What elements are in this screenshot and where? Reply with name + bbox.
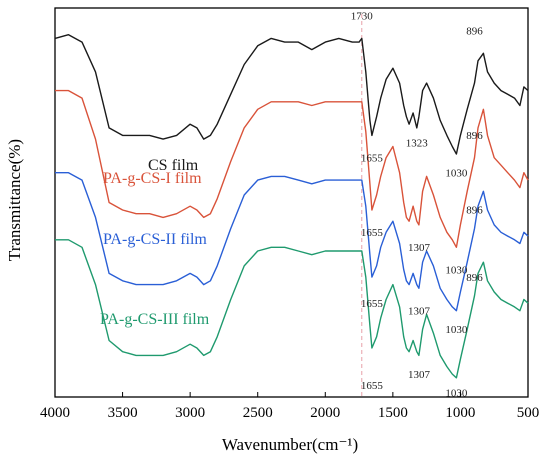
x-tick-layer: 4000 3500 3000 2500 2000 1500 1000 500 <box>40 392 539 421</box>
peak-label: 1307 <box>408 305 431 317</box>
peak-label: 1655 <box>361 227 384 239</box>
series-layer <box>54 34 529 379</box>
peak-label: 896 <box>466 130 483 142</box>
series-label-3: PA-g-CS-II film <box>103 231 207 248</box>
x-tick-label: 2000 <box>310 405 340 421</box>
annotation-layer: 1730165513231030896896130716551030896130… <box>351 11 483 400</box>
series-line-1 <box>54 34 529 155</box>
x-tick-label: 2500 <box>243 405 273 421</box>
plot-frame <box>54 7 529 398</box>
x-tick-label: 3500 <box>108 405 138 421</box>
peak-label: 896 <box>466 26 483 38</box>
x-tick-label: 4000 <box>40 405 70 421</box>
series-label-4: PA-g-CS-III film <box>100 311 210 328</box>
peak-label: 1655 <box>361 380 384 392</box>
series-label-2: PA-g-CS-I film <box>103 170 202 187</box>
peak-label: 1030 <box>445 387 468 399</box>
x-axis-title: Wavenumber(cm⁻¹) <box>222 435 358 454</box>
x-tick-label: 1000 <box>445 405 475 421</box>
peak-label: 1030 <box>445 264 468 276</box>
plot-border <box>54 7 529 398</box>
peak-label: 1030 <box>445 324 468 336</box>
peak-label: 896 <box>466 205 483 217</box>
peak-label: 1030 <box>445 167 468 179</box>
peak-label: 1307 <box>408 242 431 254</box>
peak-label: 1730 <box>351 11 374 23</box>
peak-label: 896 <box>466 272 483 284</box>
peak-label: 1323 <box>406 138 429 150</box>
peak-label: 1307 <box>408 369 431 381</box>
series-label-1: CS film <box>148 157 199 174</box>
peak-label: 1655 <box>361 152 384 164</box>
peak-label: 1655 <box>361 298 384 310</box>
x-tick-label: 1500 <box>378 405 408 421</box>
series-line-3 <box>55 172 529 312</box>
x-tick-label: 3000 <box>175 405 205 421</box>
series-line-4 <box>55 239 529 379</box>
x-tick-label: 500 <box>517 405 540 421</box>
y-axis-title: Transmittance(%) <box>5 139 24 261</box>
series-line-2 <box>55 89 529 248</box>
